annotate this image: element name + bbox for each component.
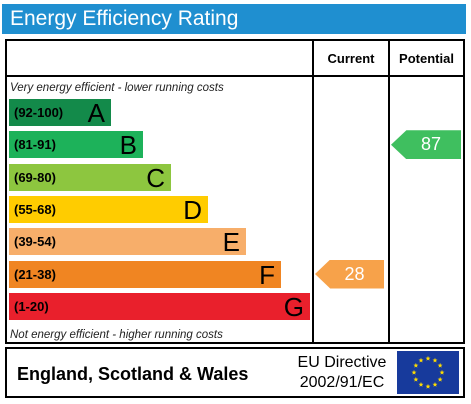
band-e: (39-54) E (9, 227, 246, 258)
star-icon (432, 357, 438, 363)
current-rating-value: 28 (344, 263, 365, 284)
star-icon (437, 376, 443, 382)
column-divider (312, 41, 314, 342)
header-divider (7, 75, 463, 77)
star-icon (425, 355, 431, 361)
star-icon (418, 357, 424, 363)
star-icon (432, 382, 438, 387)
star-icon (439, 369, 445, 375)
band-c: (69-80) C (9, 162, 171, 193)
potential-rating-arrow: 87 (391, 130, 461, 160)
band-letter: E (222, 227, 240, 258)
rating-table: Current Potential Very energy efficient … (5, 39, 465, 344)
band-letter: B (119, 130, 137, 161)
eu-flag-icon (397, 351, 459, 394)
potential-rating-value: 87 (420, 134, 442, 155)
band-range: (69-80) (14, 169, 56, 185)
band-range: (81-91) (14, 137, 56, 153)
current-column-header: Current (327, 51, 375, 66)
band-letter: D (183, 194, 202, 225)
band-range: (39-54) (14, 234, 56, 250)
band-range: (55-68) (14, 201, 56, 217)
band-g: (1-20) G (9, 291, 310, 322)
star-icon (413, 362, 419, 368)
band-range: (92-100) (14, 105, 64, 120)
star-icon (425, 383, 431, 389)
efficient-note: Very energy efficient - lower running co… (10, 82, 224, 94)
star-icon (413, 376, 419, 382)
star-icon (411, 369, 417, 375)
current-rating-arrow: 28 (315, 259, 384, 289)
column-divider (388, 41, 390, 342)
inefficient-note: Not energy efficient - higher running co… (10, 329, 223, 341)
band-letter: G (283, 291, 304, 322)
band-letter: A (87, 98, 105, 128)
band-a: (92-100) A (9, 98, 111, 128)
potential-column-header: Potential (399, 51, 454, 66)
band-range: (1-20) (14, 298, 49, 314)
eu-directive: EU Directive 2002/91/EC (289, 353, 395, 393)
directive-line-1: EU Directive (297, 354, 387, 371)
band-letter: C (146, 162, 165, 193)
directive-line-2: 2002/91/EC (299, 374, 385, 391)
star-icon (437, 362, 443, 368)
band-d: (55-68) D (9, 194, 208, 225)
band-f: (21-38) F (9, 259, 281, 290)
band-letter: F (259, 259, 275, 290)
page-title: Energy Efficiency Rating (2, 4, 466, 34)
band-b: (81-91) B (9, 130, 143, 161)
star-icon (418, 382, 424, 387)
country-label: England, Scotland & Wales (17, 364, 249, 384)
band-range: (21-38) (14, 266, 56, 282)
footer: England, Scotland & Wales EU Directive 2… (5, 347, 465, 398)
